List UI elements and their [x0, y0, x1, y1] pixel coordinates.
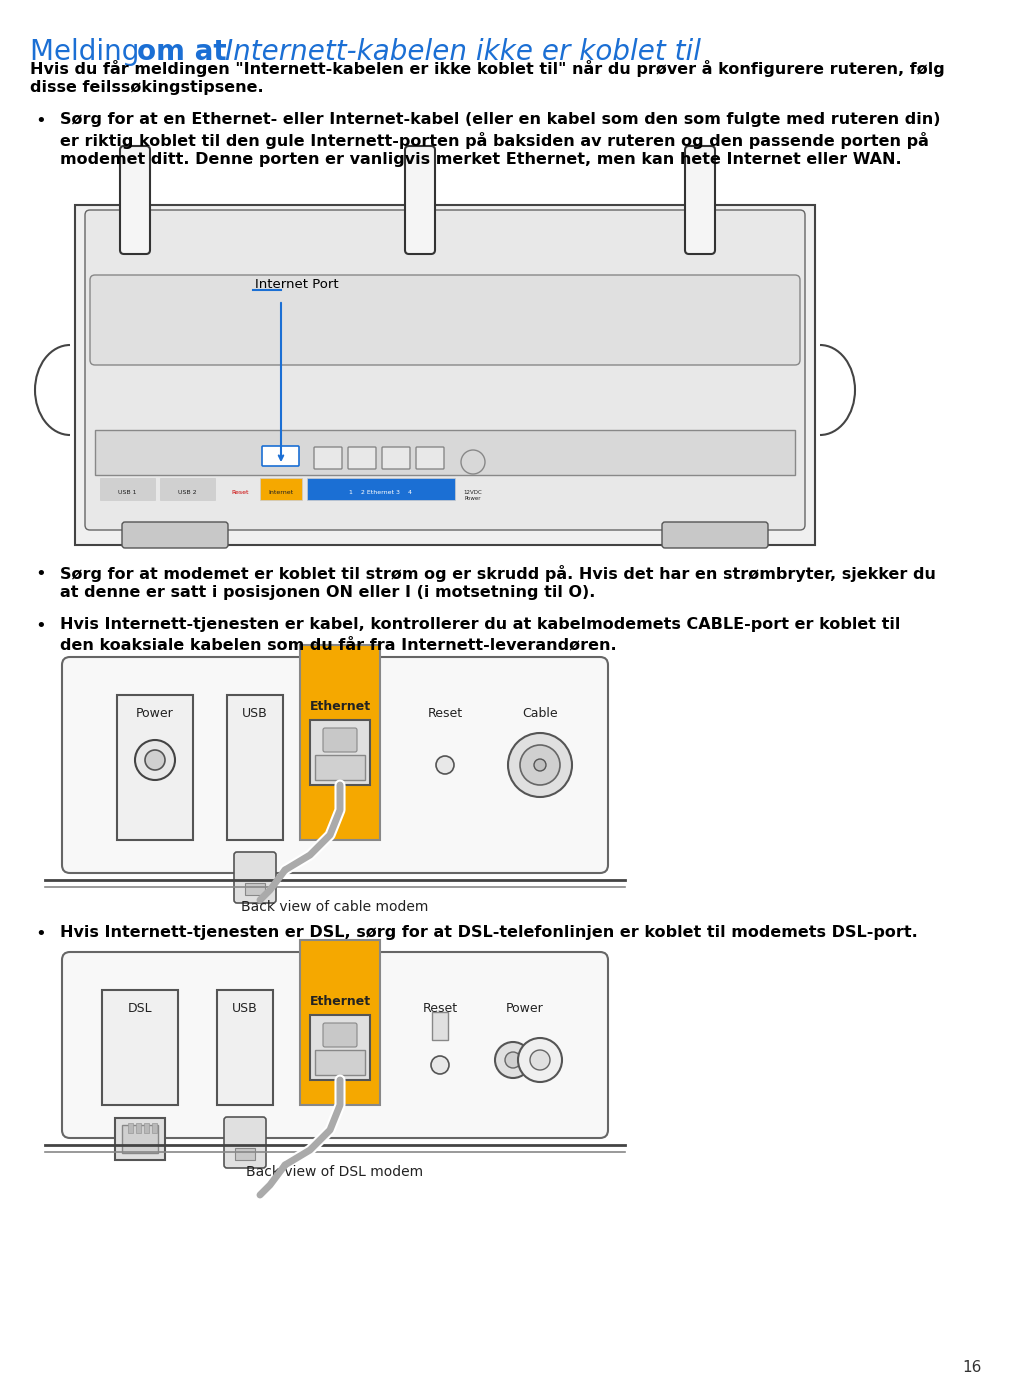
FancyBboxPatch shape — [313, 446, 342, 468]
Circle shape — [145, 750, 165, 770]
Text: 1    2 Ethernet 3    4: 1 2 Ethernet 3 4 — [349, 491, 412, 495]
FancyBboxPatch shape — [661, 522, 767, 549]
Bar — [235, 1148, 255, 1159]
Text: •: • — [35, 616, 45, 634]
Text: Hvis du får meldingen "Internett-kabelen er ikke koblet til" når du prøver å kon: Hvis du får meldingen "Internett-kabelen… — [30, 59, 944, 77]
Bar — [127, 1124, 132, 1133]
Text: Back view of cable modem: Back view of cable modem — [241, 900, 429, 914]
Text: Back view of DSL modem: Back view of DSL modem — [247, 1165, 424, 1179]
Text: Internett-kabelen ikke er koblet til: Internett-kabelen ikke er koblet til — [224, 37, 701, 66]
Text: 16: 16 — [961, 1360, 981, 1375]
Bar — [226, 695, 283, 840]
Bar — [314, 1050, 365, 1075]
Circle shape — [534, 759, 546, 771]
Text: disse feilssøkingstipsene.: disse feilssøkingstipsene. — [30, 80, 263, 95]
FancyBboxPatch shape — [323, 728, 357, 752]
Bar — [135, 1124, 141, 1133]
FancyBboxPatch shape — [75, 205, 814, 545]
Circle shape — [436, 756, 454, 774]
Bar — [432, 1012, 448, 1041]
Text: Cable: Cable — [522, 708, 557, 720]
Bar — [260, 478, 301, 500]
Bar — [160, 478, 214, 500]
Text: Reset: Reset — [422, 1002, 457, 1014]
FancyBboxPatch shape — [348, 446, 376, 468]
Text: DSL: DSL — [127, 1002, 153, 1014]
Text: Hvis Internett-tjenesten er kabel, kontrollerer du at kabelmodemets CABLE-port e: Hvis Internett-tjenesten er kabel, kontr… — [60, 616, 900, 632]
Bar — [299, 940, 379, 1106]
FancyBboxPatch shape — [323, 1023, 357, 1048]
Bar — [122, 1125, 158, 1153]
Bar — [314, 755, 365, 779]
Text: •: • — [35, 112, 45, 130]
Circle shape — [530, 1050, 549, 1070]
Bar — [117, 695, 193, 840]
FancyBboxPatch shape — [416, 446, 444, 468]
Text: Sørg for at modemet er koblet til strøm og er skrudd på. Hvis det har en strømbr: Sørg for at modemet er koblet til strøm … — [60, 565, 935, 582]
Text: er riktig koblet til den gule Internett-porten på baksiden av ruteren og den pas: er riktig koblet til den gule Internett-… — [60, 133, 928, 149]
FancyBboxPatch shape — [684, 146, 715, 254]
Circle shape — [431, 1056, 449, 1074]
Circle shape — [134, 739, 175, 779]
FancyBboxPatch shape — [381, 446, 409, 468]
Bar — [144, 1124, 149, 1133]
Text: •: • — [35, 925, 45, 943]
Text: Sørg for at en Ethernet- eller Internet-kabel (eller en kabel som den som fulgte: Sørg for at en Ethernet- eller Internet-… — [60, 112, 939, 127]
Text: Hvis Internett-tjenesten er DSL, sørg for at DSL-telefonlinjen er koblet til mod: Hvis Internett-tjenesten er DSL, sørg fo… — [60, 925, 917, 940]
Bar — [152, 1124, 157, 1133]
Circle shape — [518, 1038, 561, 1082]
Text: Ethernet: Ethernet — [309, 995, 370, 1007]
FancyBboxPatch shape — [402, 283, 437, 322]
FancyBboxPatch shape — [85, 210, 804, 531]
FancyBboxPatch shape — [404, 146, 435, 254]
FancyBboxPatch shape — [223, 1117, 266, 1168]
Text: •: • — [35, 565, 45, 583]
Bar — [309, 720, 370, 785]
FancyBboxPatch shape — [118, 283, 152, 322]
Bar — [245, 883, 265, 896]
Circle shape — [504, 1052, 521, 1068]
Text: USB 1: USB 1 — [117, 491, 136, 495]
Circle shape — [494, 1042, 531, 1078]
Text: Reset: Reset — [427, 708, 462, 720]
Text: Melding: Melding — [30, 37, 148, 66]
Text: 12VDC
Power: 12VDC Power — [463, 491, 482, 500]
Bar — [100, 478, 155, 500]
FancyBboxPatch shape — [234, 851, 276, 902]
FancyBboxPatch shape — [682, 283, 716, 322]
FancyBboxPatch shape — [262, 446, 298, 466]
Text: den koaksiale kabelen som du får fra Internett-leverandøren.: den koaksiale kabelen som du får fra Int… — [60, 637, 616, 652]
FancyBboxPatch shape — [62, 952, 608, 1137]
Bar — [115, 1118, 165, 1159]
FancyBboxPatch shape — [90, 275, 800, 365]
Circle shape — [508, 732, 571, 797]
Text: Power: Power — [506, 1002, 543, 1014]
Text: modemet ditt. Denne porten er vanligvis merket Ethernet, men kan hete Internet e: modemet ditt. Denne porten er vanligvis … — [60, 152, 901, 167]
Text: USB: USB — [232, 1002, 258, 1014]
FancyBboxPatch shape — [120, 146, 150, 254]
FancyBboxPatch shape — [62, 656, 608, 873]
Text: om at: om at — [136, 37, 236, 66]
Circle shape — [520, 745, 559, 785]
Bar — [102, 990, 178, 1106]
Circle shape — [461, 451, 484, 474]
FancyBboxPatch shape — [122, 522, 227, 549]
Bar — [95, 430, 795, 475]
Text: Reset: Reset — [232, 491, 249, 495]
Bar — [306, 478, 455, 500]
Text: Internet: Internet — [268, 491, 293, 495]
Bar — [309, 1014, 370, 1079]
Text: Power: Power — [136, 708, 174, 720]
Bar — [299, 645, 379, 840]
Text: Internet Port: Internet Port — [255, 278, 339, 292]
Text: Ethernet: Ethernet — [309, 701, 370, 713]
Text: at denne er satt i posisjonen ON eller I (i motsetning til O).: at denne er satt i posisjonen ON eller I… — [60, 585, 594, 600]
Bar — [216, 990, 273, 1106]
Text: USB 2: USB 2 — [178, 491, 196, 495]
Text: USB: USB — [242, 708, 268, 720]
